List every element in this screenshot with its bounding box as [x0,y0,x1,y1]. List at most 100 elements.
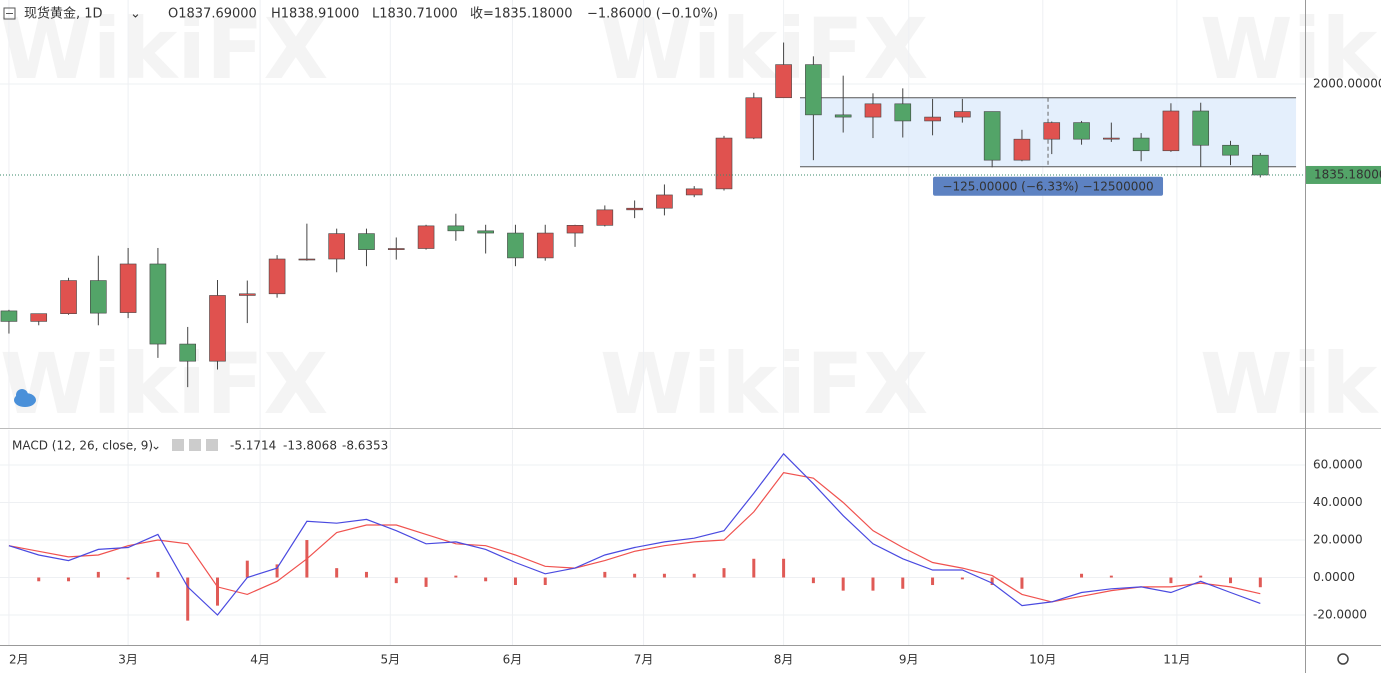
histogram-bar [782,558,786,578]
candle-body [566,225,584,234]
candle-body [924,116,941,122]
candle-body [60,280,77,314]
high-value: H1838.91000 [271,7,359,22]
watermark: WikiFX [1200,0,1381,98]
candle-body [209,295,226,362]
histogram-bar [96,571,100,578]
change-value: −1.86000 (−0.10%) [587,7,718,22]
watermark: WikiFX [0,335,328,433]
histogram-bar [126,577,130,580]
candle-body [1252,154,1269,176]
macd-pane [8,452,1262,621]
macd-menu[interactable]: ⌄ [151,439,161,453]
histogram-bar [186,577,190,621]
histogram-last: -5.1714 [230,439,276,453]
candle-body [238,293,256,296]
watermark: WikiFX [600,0,928,98]
candle-body [983,111,1001,161]
candle-body [507,232,524,259]
histogram-bar [1080,573,1084,578]
histogram-bar [1258,577,1262,588]
macd-last: -13.8068 [283,439,337,453]
histogram-bar [960,577,964,580]
x-tick-label: 3月 [118,653,138,667]
candle-body [268,258,286,295]
candle-body [358,233,375,250]
candle-body [417,225,435,249]
x-tick-label: 2月 [9,653,29,667]
candle-body [775,64,792,99]
settings-gear[interactable] [1337,653,1349,665]
candle-body [536,232,554,259]
candle-body [894,103,912,122]
grid [0,0,1305,645]
candle-body [328,233,345,260]
histogram-bar [1020,577,1024,589]
candle-body [596,209,614,226]
histogram-bar [1199,575,1203,578]
candle-body [90,280,107,314]
last-price-tag [1306,165,1381,184]
histogram-bar [275,564,279,578]
histogram-bar [335,568,339,578]
histogram-bar [513,577,517,586]
signal-last: -8.6353 [342,439,388,453]
candle-body [149,263,167,345]
histogram-bar [841,577,845,591]
candle-body [685,188,703,196]
histogram-bar [901,577,905,589]
indicator-settings-icon[interactable] [189,439,201,451]
open-value: O1837.69000 [168,7,257,22]
x-tick-label: 6月 [503,653,523,667]
cloud-icon[interactable] [14,389,36,407]
histogram-bar [543,577,547,586]
x-tick-label: 8月 [774,653,794,667]
histogram-bar [67,577,71,582]
indicator-eye-icon[interactable] [172,439,184,451]
candle-body [387,248,405,250]
candle-body [954,111,971,118]
histogram-bar [752,558,756,578]
watermark: WikiFX [0,0,328,98]
candle-body [1013,138,1031,161]
x-tick-label: 9月 [899,653,919,667]
axes: 2月 3月 4月 5月 6月 7月 8月 9月 10月 11月 2000.00000 1835.180… [9,76,1381,667]
histogram-bar [990,577,994,586]
y-tick-label: 40.0000 [1313,495,1363,509]
watermark: WikiFX [600,335,928,433]
candle-body [834,114,852,118]
histogram-bar [662,573,666,578]
histogram-bar [633,573,637,578]
indicator-remove-icon[interactable] [206,439,218,451]
histogram-bar [603,571,607,578]
candle-body [715,137,733,190]
y-tick-label: -20.0000 [1313,608,1367,622]
histogram-bar [245,560,249,578]
candle-body [1132,137,1150,152]
interval-menu[interactable]: ⌄ [130,7,141,22]
y-tick-label: 0.0000 [1313,570,1355,584]
histogram-bar [931,577,935,586]
candle-body [179,343,197,362]
y-tick-label: 2000.00000 [1313,76,1381,90]
collapse-icon[interactable] [3,7,16,20]
x-tick-label: 10月 [1029,653,1056,667]
histogram-bar [216,577,219,606]
histogram-bar [364,571,368,578]
candle-body [477,230,494,234]
histogram-bar [722,568,726,578]
candle-body [1043,122,1061,140]
x-tick-label: 5月 [380,653,400,667]
histogram-bar [1169,577,1173,584]
candle-body [1073,122,1090,140]
y-tick-label: 60.0000 [1313,458,1363,472]
price-pane: −125.00000 (−6.33%) −12500000 [0,42,1305,388]
histogram-bar [37,577,41,582]
candle-body [1222,144,1239,156]
candle-body [1192,110,1210,146]
last-price-label: 1835.18000 [1314,167,1381,181]
symbol[interactable]: 现货黄金, 1D [24,6,103,22]
x-tick-label: 7月 [634,653,654,667]
macd-title: MACD (12, 26, close, 9) [12,439,153,453]
